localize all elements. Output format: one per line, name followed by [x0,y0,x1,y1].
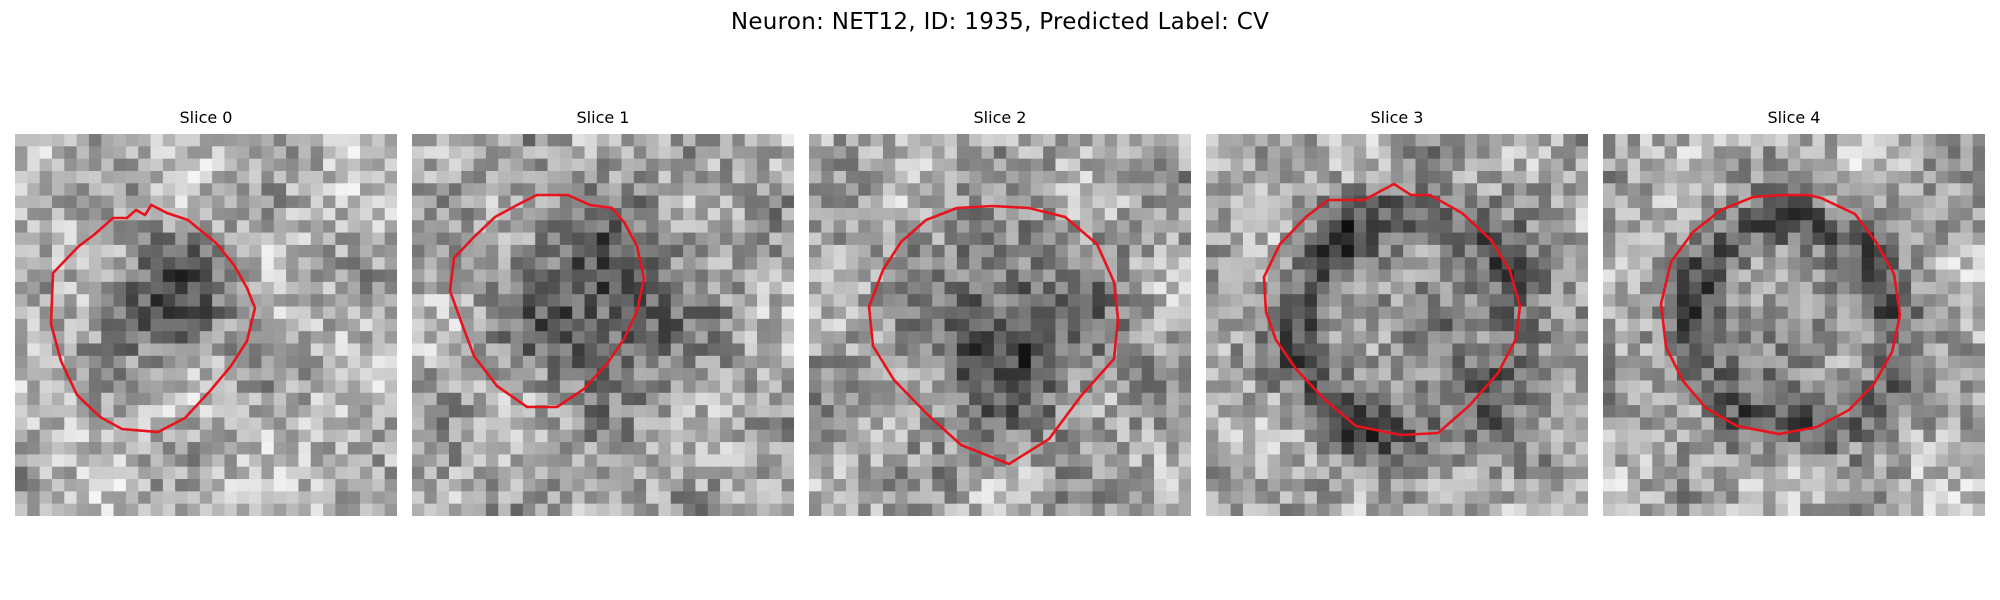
grayscale-patch [809,134,1191,516]
slice-panel-0: Slice 0 [15,108,397,520]
grayscale-patch [1206,134,1588,516]
roi-contour [1262,182,1522,437]
grayscale-patch [15,134,397,516]
grayscale-patch [412,134,794,516]
roi-contour [49,203,257,434]
roi-contour [1659,193,1902,436]
slice-image [15,134,397,516]
slice-panel-2: Slice 2 [809,108,1191,520]
slice-panel-1: Slice 1 [412,108,794,520]
slice-image [809,134,1191,516]
slice-title: Slice 0 [179,108,233,127]
slice-panel-3: Slice 3 [1206,108,1588,520]
grayscale-patch [1603,134,1985,516]
roi-contour [448,193,646,409]
figure-title: Neuron: NET12, ID: 1935, Predicted Label… [730,9,1270,35]
slice-image [1603,134,1985,516]
slice-image [1206,134,1588,516]
slice-title: Slice 1 [576,108,630,127]
roi-contour [867,204,1120,466]
slice-title: Slice 4 [1767,108,1821,127]
slice-title: Slice 3 [1370,108,1424,127]
slice-title: Slice 2 [973,108,1027,127]
slice-panel-4: Slice 4 [1603,108,1985,520]
slice-image [412,134,794,516]
